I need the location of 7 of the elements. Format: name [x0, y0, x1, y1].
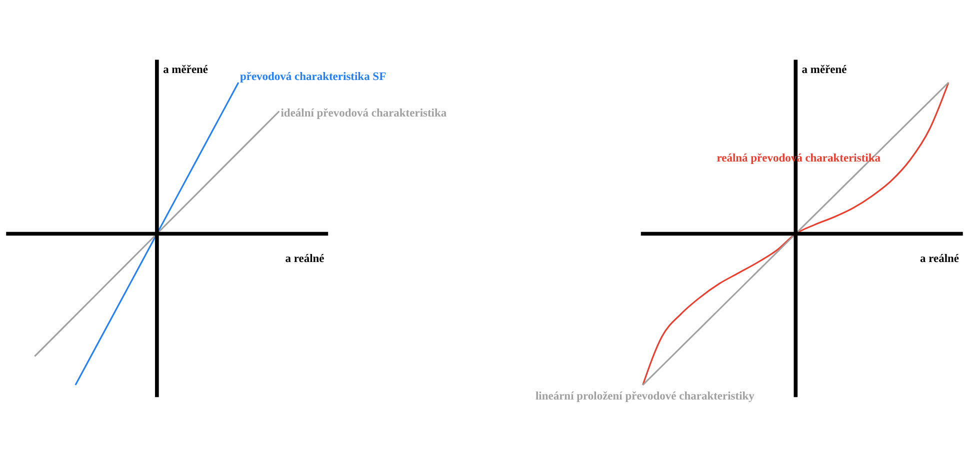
y-axis-title: a měřené — [802, 64, 847, 76]
series-label: ideální převodová charakteristika — [280, 108, 447, 120]
y-axis-title: a měřené — [163, 64, 208, 76]
series-label: převodová charakteristika SF — [240, 71, 386, 84]
series-label: lineární proložení převodové charakteristiky — [535, 390, 755, 403]
x-axis-title: a reálné — [920, 253, 960, 266]
x-axis-title: a reálné — [285, 253, 324, 266]
